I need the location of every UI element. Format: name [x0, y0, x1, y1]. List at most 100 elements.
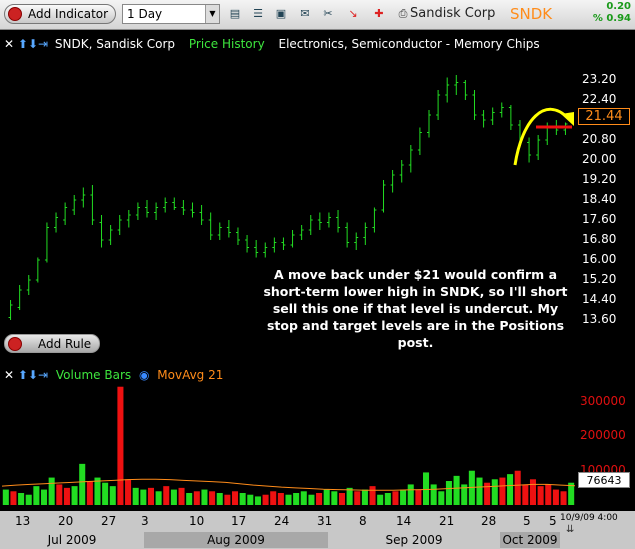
interval-select[interactable]: 1 Day ▼ [122, 4, 220, 24]
print-icon[interactable]: ⎙ [398, 7, 408, 20]
ohlc-bar [281, 237, 286, 250]
ohlc-bar [527, 137, 532, 163]
movavg-label[interactable]: MovAvg 21 [157, 368, 224, 382]
ohlc-bar [390, 170, 395, 193]
ohlc-bar [54, 212, 59, 233]
settings-icon[interactable]: ◉ [138, 368, 150, 382]
volume-bar [285, 494, 292, 505]
volume-bar [170, 489, 177, 505]
date-tick-label: 28 [481, 514, 497, 528]
ohlc-bar [345, 222, 350, 248]
ohlc-bar [199, 205, 204, 225]
volume-bar [201, 489, 208, 505]
ohlc-bar [8, 300, 13, 320]
add-rule-logo-icon [8, 336, 22, 351]
arrow-icon[interactable]: ↘ [348, 7, 358, 20]
price-tick-label: 14.40 [582, 292, 617, 306]
price-tick-label: 16.80 [582, 232, 617, 246]
month-label: Sep 2009 [328, 532, 500, 548]
move-up-icon[interactable]: ⬆ [17, 37, 28, 51]
ohlc-bar [399, 160, 404, 183]
chart-icon[interactable]: ▤ [229, 7, 241, 20]
volume-expand-icon[interactable]: ⇥ [38, 368, 49, 382]
ohlc-bar [44, 222, 49, 263]
add-rule-label: Add Rule [38, 336, 92, 351]
volume-down-icon[interactable]: ⬇ [27, 368, 39, 382]
alert-icon[interactable]: ✚ [374, 7, 384, 20]
volume-bar [522, 484, 529, 505]
price-history-label[interactable]: Price History [188, 37, 265, 51]
volume-bar [476, 477, 483, 505]
ohlc-bar [472, 90, 477, 120]
add-indicator-button[interactable]: Add Indicator [4, 4, 116, 24]
volume-bar [529, 479, 536, 505]
close-panel-icon[interactable]: ✕ [4, 37, 15, 51]
tools-icon[interactable]: ✂ [323, 7, 333, 20]
stock-chart [1, 75, 576, 505]
ohlc-bar [536, 135, 541, 160]
ohlc-bar [235, 227, 240, 245]
close-volume-icon[interactable]: ✕ [4, 368, 15, 382]
volume-bar [86, 481, 93, 505]
mail-icon[interactable]: ✉ [300, 7, 310, 20]
price-tick-label: 20.00 [582, 152, 617, 166]
ohlc-bar [190, 202, 195, 218]
move-down-icon[interactable]: ⬇ [27, 37, 39, 51]
date-tick-label: 5 [549, 514, 557, 528]
volume-bar [384, 493, 391, 505]
ohlc-bar [481, 110, 486, 128]
ohlc-bar [336, 210, 341, 233]
interval-value: 1 Day [127, 7, 163, 21]
volume-tick-label: 200000 [580, 428, 626, 443]
price-tick-label: 23.20 [582, 72, 617, 86]
ohlc-bar [217, 222, 222, 240]
scroll-end-icon[interactable]: ⇊ [566, 524, 575, 535]
ohlc-bar [90, 185, 95, 225]
volume-bar [277, 493, 284, 505]
ohlc-bar [117, 215, 122, 235]
ohlc-bar [154, 202, 159, 220]
date-tick-label: 31 [317, 514, 333, 528]
volume-bar [79, 463, 86, 505]
volume-panel-header: ✕ ⬆⬇⇥ Volume Bars ◉ MovAvg 21 [4, 368, 223, 382]
volume-bar [186, 493, 193, 505]
volume-bar [537, 486, 544, 505]
list-icon[interactable]: ☰ [253, 7, 263, 20]
price-tick-label: 17.60 [582, 212, 617, 226]
volume-bars-label[interactable]: Volume Bars [55, 368, 132, 382]
ohlc-bar [63, 202, 68, 225]
ohlc-bar [299, 225, 304, 240]
date-tick-label: 13 [15, 514, 31, 528]
volume-bar [247, 494, 254, 505]
volume-bar [445, 481, 452, 505]
ohlc-bar [427, 110, 431, 138]
ohlc-bar [35, 257, 40, 283]
volume-bar [18, 493, 25, 505]
movavg-line [1, 478, 576, 491]
volume-bar [438, 491, 445, 505]
volume-bar [232, 491, 239, 505]
volume-bar [331, 491, 338, 505]
volume-up-icon[interactable]: ⬆ [17, 368, 28, 382]
date-tick-label: 8 [359, 514, 367, 528]
change-value: 0.20 [606, 1, 631, 12]
save-icon[interactable]: ▣ [275, 7, 287, 20]
volume-bar [109, 486, 116, 505]
last-price-label: 21.44 [578, 108, 630, 125]
volume-bar [33, 486, 40, 505]
price-tick-label: 15.20 [582, 272, 617, 286]
chevron-down-icon[interactable]: ▼ [205, 5, 219, 23]
price-tick-label: 19.20 [582, 172, 617, 186]
ohlc-bar [263, 242, 268, 258]
volume-bar [568, 482, 575, 505]
volume-bar [491, 479, 498, 505]
price-tick-label: 22.40 [582, 92, 617, 106]
ohlc-bar [208, 212, 213, 240]
ohlc-bar [317, 212, 322, 230]
ohlc-bar [499, 102, 504, 118]
expand-icon[interactable]: ⇥ [38, 37, 49, 51]
date-tick-label: 20 [58, 514, 74, 528]
add-rule-button[interactable]: Add Rule [4, 334, 100, 353]
volume-bar [407, 484, 414, 505]
date-tick-label: 3 [141, 514, 149, 528]
